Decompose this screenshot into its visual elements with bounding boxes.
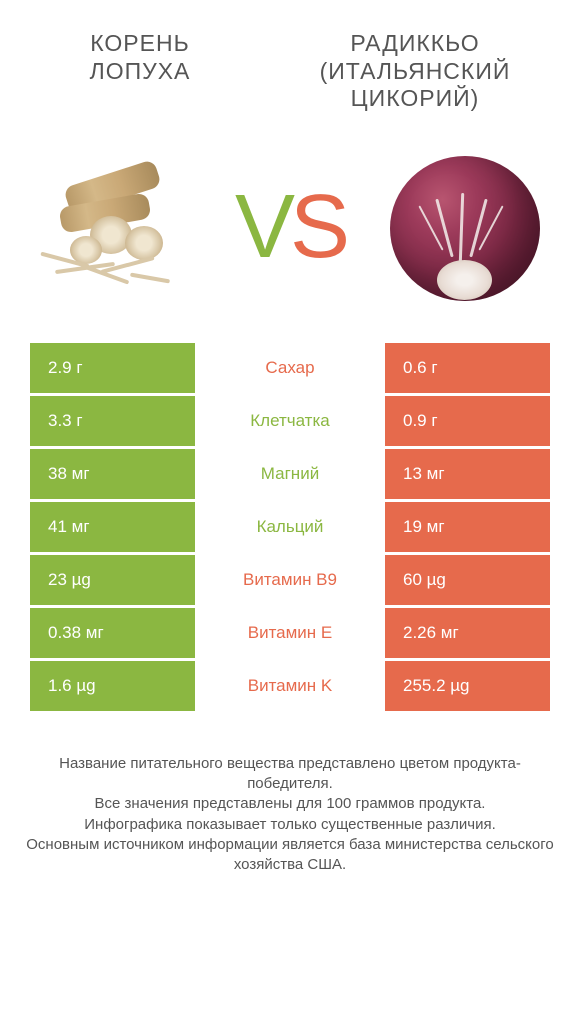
- cell-right-value: 0.9 г: [385, 396, 550, 446]
- cell-right-value: 60 µg: [385, 555, 550, 605]
- images-row: VS: [0, 123, 580, 343]
- cell-left-value: 41 мг: [30, 502, 195, 552]
- table-row: 2.9 гСахар0.6 г: [30, 343, 550, 393]
- cell-nutrient-label: Витамин E: [195, 608, 385, 658]
- vs-v: V: [235, 176, 290, 279]
- cell-nutrient-label: Витамин B9: [195, 555, 385, 605]
- footer-notes: Название питательного вещества представл…: [0, 714, 580, 876]
- vs-s: S: [290, 176, 345, 279]
- table-row: 0.38 мгВитамин E2.26 мг: [30, 608, 550, 658]
- cell-left-value: 2.9 г: [30, 343, 195, 393]
- table-row: 3.3 гКлетчатка0.9 г: [30, 396, 550, 446]
- footer-line-3: Инфографика показывает только существенн…: [25, 815, 555, 835]
- cell-right-value: 0.6 г: [385, 343, 550, 393]
- footer-line-4: Основным источником информации является …: [25, 835, 555, 876]
- cell-right-value: 19 мг: [385, 502, 550, 552]
- vs-label: VS: [235, 176, 345, 279]
- cell-left-value: 38 мг: [30, 449, 195, 499]
- cell-nutrient-label: Магний: [195, 449, 385, 499]
- cell-right-value: 13 мг: [385, 449, 550, 499]
- cell-left-value: 0.38 мг: [30, 608, 195, 658]
- burdock-image: [30, 143, 200, 313]
- cell-nutrient-label: Витамин K: [195, 661, 385, 711]
- table-row: 23 µgВитамин B960 µg: [30, 555, 550, 605]
- table-row: 1.6 µgВитамин K255.2 µg: [30, 661, 550, 711]
- radicchio-image: [380, 143, 550, 313]
- cell-right-value: 2.26 мг: [385, 608, 550, 658]
- cell-left-value: 23 µg: [30, 555, 195, 605]
- infographic-container: КОРЕНЬ ЛОПУХА РАДИККЬО (ИТАЛЬЯНСКИЙ ЦИКО…: [0, 0, 580, 1024]
- cell-left-value: 3.3 г: [30, 396, 195, 446]
- header-row: КОРЕНЬ ЛОПУХА РАДИККЬО (ИТАЛЬЯНСКИЙ ЦИКО…: [0, 0, 580, 123]
- cell-left-value: 1.6 µg: [30, 661, 195, 711]
- table-row: 38 мгМагний13 мг: [30, 449, 550, 499]
- table-row: 41 мгКальций19 мг: [30, 502, 550, 552]
- title-left: КОРЕНЬ ЛОПУХА: [40, 30, 240, 113]
- cell-nutrient-label: Клетчатка: [195, 396, 385, 446]
- title-right: РАДИККЬО (ИТАЛЬЯНСКИЙ ЦИКОРИЙ): [290, 30, 540, 113]
- cell-nutrient-label: Сахар: [195, 343, 385, 393]
- cell-right-value: 255.2 µg: [385, 661, 550, 711]
- footer-line-1: Название питательного вещества представл…: [25, 754, 555, 795]
- comparison-table: 2.9 гСахар0.6 г3.3 гКлетчатка0.9 г38 мгМ…: [0, 343, 580, 714]
- footer-line-2: Все значения представлены для 100 граммо…: [25, 794, 555, 814]
- cell-nutrient-label: Кальций: [195, 502, 385, 552]
